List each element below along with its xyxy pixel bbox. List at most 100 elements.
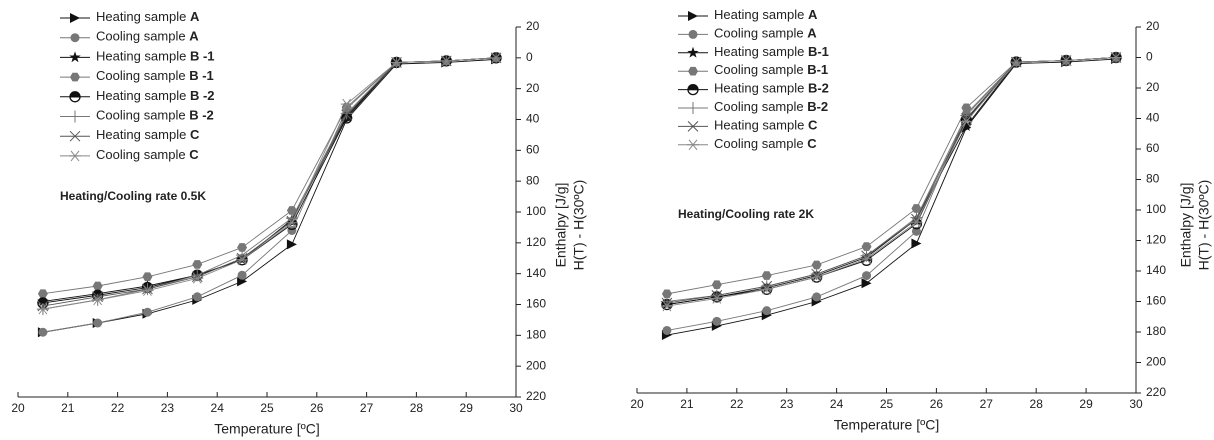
y-tick-label: 220 — [1146, 385, 1166, 399]
marker — [142, 307, 152, 317]
x-tick-label: 29 — [1079, 397, 1093, 411]
legend-label: Heating sample B-1 — [714, 44, 829, 59]
marker — [70, 72, 80, 82]
x-tick-label: 23 — [780, 397, 794, 411]
y-tick-label: 100 — [526, 204, 546, 218]
y-tick-label: 40 — [526, 112, 540, 126]
legend-label: Heating sample C — [96, 128, 200, 143]
x-tick-label: 30 — [1129, 397, 1143, 411]
y-tick-label: 60 — [1146, 141, 1160, 155]
x-tick-label: 28 — [1030, 397, 1044, 411]
series-line — [42, 57, 497, 310]
marker — [36, 303, 49, 315]
marker — [192, 260, 203, 269]
marker — [662, 325, 672, 335]
marker — [69, 150, 81, 162]
y-tick-label: 120 — [1146, 233, 1166, 247]
y-tick-label: 120 — [526, 235, 546, 249]
marker — [961, 103, 972, 113]
marker — [390, 57, 403, 68]
marker-fill — [37, 297, 48, 303]
y-tick-label: 100 — [1146, 202, 1166, 216]
y-axis-title: Enthalpy [J/g] — [553, 183, 569, 268]
y-tick-label: 0 — [1146, 50, 1153, 64]
marker — [440, 55, 453, 67]
marker — [237, 270, 247, 280]
legend-label: Heating sample C — [714, 118, 818, 133]
marker — [860, 253, 873, 265]
marker — [687, 102, 699, 114]
y-axis-title: H(T) - H(30ºC) — [571, 180, 587, 271]
marker — [69, 130, 81, 142]
y-tick-label: 80 — [526, 173, 540, 187]
marker — [911, 226, 921, 236]
marker — [1110, 52, 1123, 63]
marker — [340, 98, 353, 110]
x-tick-label: 24 — [830, 397, 844, 411]
marker — [236, 254, 249, 266]
marker — [660, 300, 673, 312]
y-axis-title: H(T) - H(30ºC) — [1196, 180, 1212, 271]
marker — [687, 121, 699, 132]
marker — [811, 260, 822, 270]
x-tick-label: 22 — [111, 401, 125, 415]
x-tick-label: 27 — [980, 397, 994, 411]
marker-fill — [688, 84, 698, 90]
marker — [761, 271, 772, 280]
chart: 20 21 22 23 24 25 26 27 28 29 30200204060801001201… — [11, 9, 586, 436]
annotation: Heating/Cooling rate 2K — [678, 207, 814, 221]
series-line — [666, 57, 1117, 307]
y-tick-label: 220 — [526, 389, 546, 403]
marker — [38, 327, 48, 337]
y-tick-label: 20 — [526, 81, 540, 95]
series-line — [666, 57, 1117, 331]
marker — [191, 272, 204, 284]
marker — [286, 239, 297, 250]
series-line — [42, 58, 497, 333]
legend-label: Cooling sample A — [714, 26, 817, 41]
y-tick-label: 200 — [1146, 355, 1166, 369]
legend-label: Cooling sample A — [96, 29, 199, 44]
x-tick-label: 28 — [410, 401, 424, 415]
marker — [911, 204, 922, 213]
marker — [712, 316, 722, 326]
x-tick-label: 30 — [509, 401, 523, 415]
legend-label: Heating sample B -1 — [96, 49, 215, 64]
chart: 20 21 22 23 24 25 26 27 28 29 30200204060801001201… — [630, 7, 1211, 432]
x-axis-title: Temperature [ºC] — [834, 417, 940, 433]
x-tick-label: 29 — [460, 401, 474, 415]
marker — [861, 278, 872, 289]
marker — [285, 217, 298, 229]
marker — [688, 11, 698, 21]
marker — [760, 283, 773, 295]
legend-label: Cooling sample C — [714, 136, 817, 151]
y-tick-label: 180 — [1146, 324, 1166, 338]
marker — [960, 116, 973, 127]
x-axis-title: Temperature [ºC] — [214, 421, 320, 437]
marker — [37, 289, 48, 299]
x-tick-label: 26 — [310, 401, 324, 415]
marker — [69, 110, 81, 123]
x-tick-label: 27 — [360, 401, 374, 415]
y-tick-label: 20 — [1146, 80, 1160, 94]
marker — [93, 318, 103, 328]
y-tick-label: 0 — [526, 50, 533, 64]
x-tick-label: 23 — [161, 401, 175, 415]
marker — [490, 52, 503, 64]
marker — [810, 271, 823, 283]
marker — [69, 51, 81, 63]
x-tick-label: 21 — [680, 397, 694, 411]
x-tick-label: 20 — [630, 397, 644, 411]
y-tick-label: 20 — [526, 19, 540, 33]
marker — [688, 29, 698, 39]
y-tick-label: 160 — [526, 297, 546, 311]
legend-label: Cooling sample B -2 — [96, 108, 214, 123]
x-tick-label: 25 — [880, 397, 894, 411]
legend-label: Cooling sample B-2 — [714, 99, 828, 114]
marker — [910, 216, 923, 228]
y-tick-label: 160 — [1146, 294, 1166, 308]
y-tick-label: 20 — [1146, 19, 1160, 33]
y-tick-label: 180 — [526, 328, 546, 342]
x-tick-label: 26 — [930, 397, 944, 411]
